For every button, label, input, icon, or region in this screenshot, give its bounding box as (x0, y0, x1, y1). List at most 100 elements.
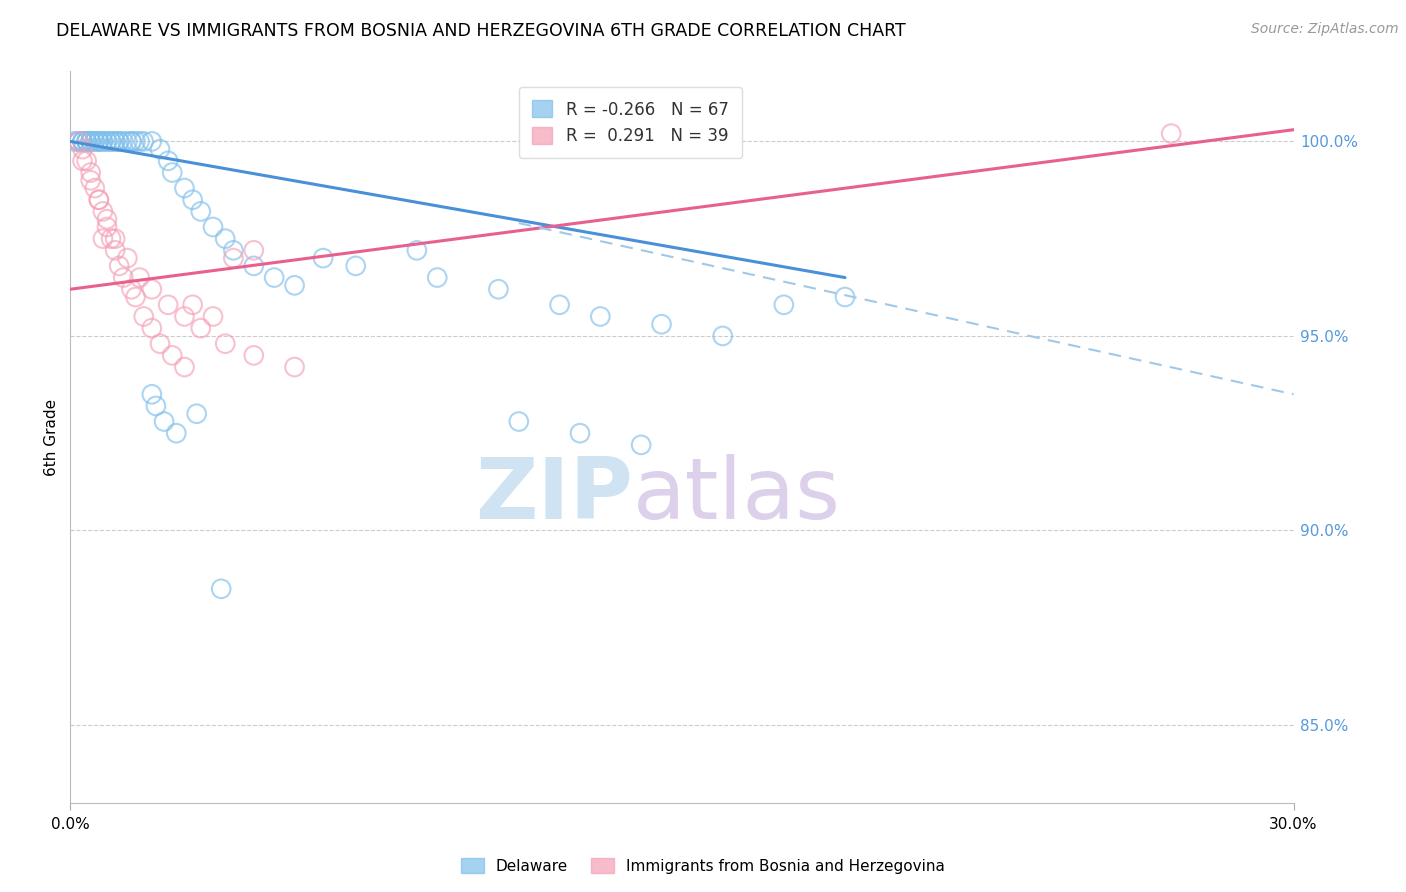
Text: ZIP: ZIP (475, 454, 633, 537)
Point (87, 193, 110, 207)
Point (104, 244, 127, 258)
Point (149, 336, 172, 351)
Point (222, 244, 245, 258)
Point (173, 359, 195, 374)
Point (67, 135, 90, 149)
Point (243, 348, 266, 362)
Point (132, 310, 155, 324)
Point (79, 173, 103, 187)
Point (141, 387, 163, 401)
Point (87, 135, 110, 149)
Point (79, 135, 103, 149)
Point (91, 204, 114, 219)
Point (121, 135, 143, 149)
Point (589, 310, 612, 324)
Point (1160, 127, 1182, 141)
Point (222, 251, 245, 265)
Point (426, 270, 449, 285)
Point (79, 165, 103, 179)
Point (121, 282, 143, 296)
Point (96, 212, 118, 227)
Point (132, 135, 155, 149)
Point (96, 219, 118, 234)
Point (344, 259, 367, 273)
Point (157, 153, 180, 168)
Text: atlas: atlas (633, 454, 841, 537)
Point (488, 282, 510, 296)
Point (100, 135, 122, 149)
Point (96, 135, 118, 149)
Point (96, 135, 118, 149)
Point (87, 193, 110, 207)
Point (173, 310, 195, 324)
Point (72, 135, 94, 149)
Point (243, 244, 266, 258)
Point (91, 135, 114, 149)
Point (112, 270, 135, 285)
Point (181, 298, 204, 312)
Point (83, 135, 105, 149)
Point (72, 153, 94, 168)
Point (108, 135, 131, 149)
Point (87, 135, 110, 149)
Point (72, 135, 94, 149)
Point (112, 135, 135, 149)
Point (284, 359, 307, 374)
Point (711, 329, 734, 343)
Point (141, 135, 163, 149)
Point (87, 135, 110, 149)
Point (128, 135, 150, 149)
Point (186, 407, 208, 421)
Text: Source: ZipAtlas.com: Source: ZipAtlas.com (1251, 22, 1399, 37)
Point (124, 135, 146, 149)
Y-axis label: 6th Grade: 6th Grade (44, 399, 59, 475)
Point (312, 251, 335, 265)
Point (67, 135, 90, 149)
Point (834, 290, 856, 304)
Point (214, 232, 236, 246)
Point (202, 310, 225, 324)
Point (508, 415, 530, 429)
Point (569, 426, 592, 441)
Point (76, 153, 98, 168)
Point (548, 298, 571, 312)
Point (76, 135, 98, 149)
Text: DELAWARE VS IMMIGRANTS FROM BOSNIA AND HERZEGOVINA 6TH GRADE CORRELATION CHART: DELAWARE VS IMMIGRANTS FROM BOSNIA AND H… (56, 22, 905, 40)
Point (76, 135, 98, 149)
Point (145, 399, 167, 413)
Point (100, 232, 122, 246)
Point (100, 135, 122, 149)
Point (91, 232, 114, 246)
Legend: Delaware, Immigrants from Bosnia and Herzegovina: Delaware, Immigrants from Bosnia and Her… (454, 852, 952, 880)
Point (108, 135, 131, 149)
Point (91, 135, 114, 149)
Point (128, 270, 150, 285)
Point (104, 135, 127, 149)
Point (149, 142, 172, 156)
Point (83, 135, 105, 149)
Point (650, 318, 673, 332)
Point (162, 348, 183, 362)
Point (181, 193, 204, 207)
Legend: R = -0.266   N = 67, R =  0.291   N = 39: R = -0.266 N = 67, R = 0.291 N = 39 (519, 87, 742, 159)
Point (108, 259, 131, 273)
Point (173, 181, 195, 195)
Point (190, 204, 212, 219)
Point (284, 278, 307, 293)
Point (67, 135, 90, 149)
Point (243, 259, 266, 273)
Point (190, 321, 212, 335)
Point (117, 135, 139, 149)
Point (79, 135, 103, 149)
Point (162, 165, 183, 179)
Point (209, 582, 232, 596)
Point (406, 244, 429, 258)
Point (117, 251, 139, 265)
Point (153, 415, 176, 429)
Point (72, 135, 94, 149)
Point (630, 438, 652, 452)
Point (79, 135, 103, 149)
Point (263, 270, 285, 285)
Point (141, 282, 163, 296)
Point (76, 135, 98, 149)
